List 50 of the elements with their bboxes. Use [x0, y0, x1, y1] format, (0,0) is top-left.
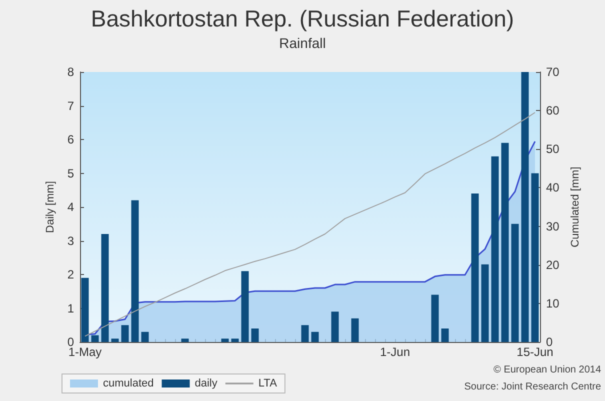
bar — [221, 338, 229, 342]
bar — [111, 338, 119, 342]
bar — [141, 332, 149, 342]
y-tick-label: 4 — [67, 200, 74, 214]
y2-tick-label: 40 — [546, 180, 560, 195]
y2-tick-label: 60 — [546, 104, 560, 118]
legend-label: LTA — [258, 378, 278, 390]
bar — [81, 278, 89, 342]
bar — [241, 271, 249, 342]
bar — [471, 194, 479, 342]
legend-label: cumulated — [103, 378, 154, 390]
bar — [511, 224, 519, 342]
bar — [251, 328, 259, 342]
bar — [441, 328, 449, 342]
text: © European Union 2014 — [494, 364, 602, 376]
y2-tick-label: 10 — [546, 296, 560, 310]
y-tick-label: 8 — [67, 65, 74, 79]
y-tick-label: 1 — [67, 301, 74, 316]
x-tick-label: 1-Jun — [380, 345, 410, 359]
y2-tick-label: 70 — [546, 65, 560, 79]
bar — [101, 234, 109, 342]
bar — [131, 200, 139, 342]
y2-tick-label: 30 — [546, 219, 560, 234]
bar — [311, 332, 319, 342]
y2-axis-title: Cumulated [mm] — [570, 166, 582, 248]
y-tick-label: 6 — [67, 132, 74, 146]
y-tick-label: 3 — [67, 234, 74, 248]
y-tick-label: 5 — [67, 166, 74, 180]
bar — [481, 264, 489, 342]
bar — [531, 173, 539, 342]
bar — [491, 156, 499, 342]
y-tick-label: 2 — [67, 268, 74, 282]
y2-tick-label: 50 — [546, 142, 560, 156]
bar — [521, 72, 529, 342]
chart-title: Bashkortostan Rep. (Russian Federation) — [90, 6, 514, 32]
y2-tick-label: 20 — [546, 258, 560, 272]
bar — [501, 142, 509, 342]
y-axis-title: Daily [mm] — [44, 181, 56, 233]
legend-label: daily — [194, 378, 218, 390]
bar — [351, 318, 359, 342]
bar — [331, 312, 339, 342]
bar — [181, 338, 189, 342]
y-tick-label: 7 — [67, 98, 74, 113]
bar — [231, 338, 239, 342]
bar — [91, 335, 99, 342]
chart-subtitle: Rainfall — [279, 35, 326, 51]
source-note: Source: Joint Research Centre — [464, 382, 602, 392]
bar — [301, 325, 309, 342]
bar — [121, 325, 129, 342]
bar — [431, 294, 439, 342]
